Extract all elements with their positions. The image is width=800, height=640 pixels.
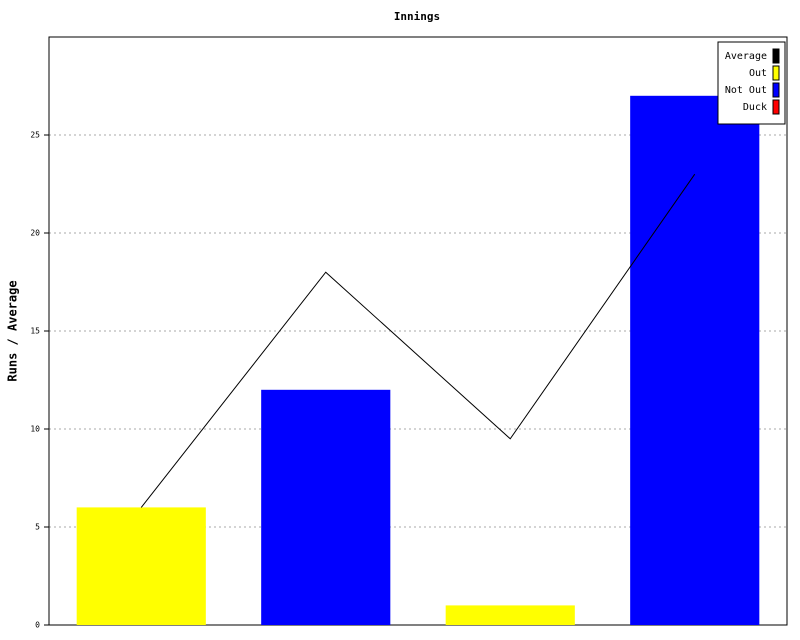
legend-label: Out	[749, 68, 767, 79]
bar	[76, 507, 206, 625]
plot-frame	[48, 36, 788, 626]
legend-swatch	[772, 82, 780, 98]
legend-swatch	[772, 48, 780, 64]
legend-label: Duck	[743, 102, 767, 113]
bar	[445, 605, 575, 625]
y-tick-label: 10	[30, 425, 40, 434]
y-tick-label: 20	[30, 229, 40, 238]
legend-label: Average	[725, 51, 767, 62]
y-tick-label: 15	[30, 327, 40, 336]
legend-swatch	[772, 65, 780, 81]
legend-label: Not Out	[725, 85, 767, 96]
y-tick-label: 0	[35, 621, 40, 630]
average-line	[140, 173, 696, 508]
bar	[261, 389, 391, 625]
chart-title: Innings	[394, 10, 440, 23]
y-tick-label: 25	[30, 131, 40, 140]
y-tick-label: 5	[35, 523, 40, 532]
y-axis-label: Runs / Average	[6, 280, 20, 381]
bar	[630, 95, 760, 626]
legend-swatch	[772, 99, 780, 115]
